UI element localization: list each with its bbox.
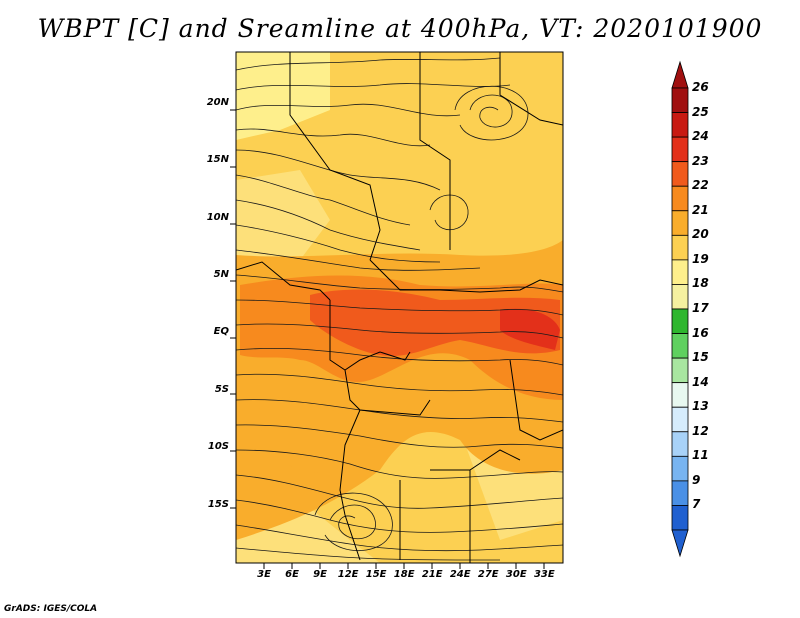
lon-ticks (263, 563, 545, 569)
lon-label: 27E (477, 569, 499, 580)
lat-label: 10N (206, 211, 229, 223)
colorbar-swatch (671, 382, 689, 408)
colorbar-swatch (671, 406, 689, 433)
colorbar-swatch (671, 185, 689, 212)
field-patch-23 (310, 289, 560, 357)
colorbar-label: 18 (692, 276, 709, 291)
colorbar-swatch (671, 333, 689, 359)
colorbar-label: 12 (692, 423, 709, 438)
field-patch-19 (236, 52, 330, 140)
field-patch-19b (236, 170, 330, 270)
lat-label: 15N (206, 154, 229, 166)
lat-label: 15S (207, 498, 229, 510)
colorbar-label: 21 (692, 202, 709, 217)
colorbar-swatch (671, 259, 689, 285)
lon-label: 6E (285, 569, 299, 580)
colorbar (671, 60, 689, 558)
lon-label: 18E (393, 569, 415, 580)
lon-label: 33E (533, 569, 555, 580)
lon-label: 3E (257, 569, 271, 580)
lon-label: 12E (337, 569, 359, 580)
colorbar-swatch (671, 505, 689, 531)
lon-label: 30E (505, 569, 527, 580)
colorbar-label: 23 (692, 153, 709, 168)
lat-ticks (230, 109, 236, 509)
colorbar-swatch (671, 161, 689, 187)
lon-label: 9E (313, 569, 327, 580)
colorbar-label: 15 (692, 350, 709, 365)
lon-label: 24E (449, 569, 471, 580)
colorbar-swatch (671, 308, 689, 334)
colorbar-swatch (671, 112, 689, 138)
country-borders (236, 52, 563, 563)
colorbar-swatch (671, 136, 689, 163)
colorbar-label: 9 (692, 472, 701, 487)
colorbar-swatch (671, 234, 689, 261)
colorbar-label: 7 (692, 497, 701, 512)
colorbar-swatch (671, 210, 689, 236)
colorbar-top-triangle (671, 60, 689, 89)
chart-title: WBPT [C] and Sreamline at 400hPa, VT: 20… (37, 14, 763, 43)
colorbar-swatch (671, 431, 689, 457)
lat-label: 20N (206, 96, 229, 108)
streamlines (236, 57, 563, 561)
colorbar-swatch (671, 87, 689, 113)
colorbar-swatch (671, 455, 689, 482)
colorbar-label: 26 (692, 80, 709, 94)
lat-label: 5S (214, 383, 229, 395)
colorbar-label: 16 (692, 325, 709, 340)
colorbar-label: 22 (692, 178, 709, 193)
colorbar-label: 17 (692, 301, 709, 315)
footer-credit: GrADS: IGES/COLA (4, 604, 98, 614)
lon-label: 15E (365, 569, 387, 580)
colorbar-label: 11 (692, 448, 709, 463)
colorbar-label: 13 (692, 399, 709, 414)
lat-label: 10S (207, 441, 229, 453)
lat-label: 5N (213, 268, 229, 280)
field-patch-24 (500, 308, 560, 350)
colorbar-label: 24 (692, 129, 709, 144)
colorbar-swatch (671, 284, 689, 310)
colorbar-label: 14 (692, 374, 709, 389)
map-border (235, 51, 564, 564)
lat-label: EQ (213, 326, 229, 338)
colorbar-swatch (671, 357, 689, 384)
field-patch-21b (259, 397, 362, 473)
colorbar-label: 20 (692, 227, 709, 242)
colorbar-swatch (671, 480, 689, 506)
colorbar-label: 19 (692, 251, 709, 266)
colorbar-bottom-triangle (671, 529, 689, 558)
map-field (236, 52, 563, 563)
lon-label: 21E (421, 569, 443, 580)
colorbar-label: 25 (692, 104, 709, 119)
